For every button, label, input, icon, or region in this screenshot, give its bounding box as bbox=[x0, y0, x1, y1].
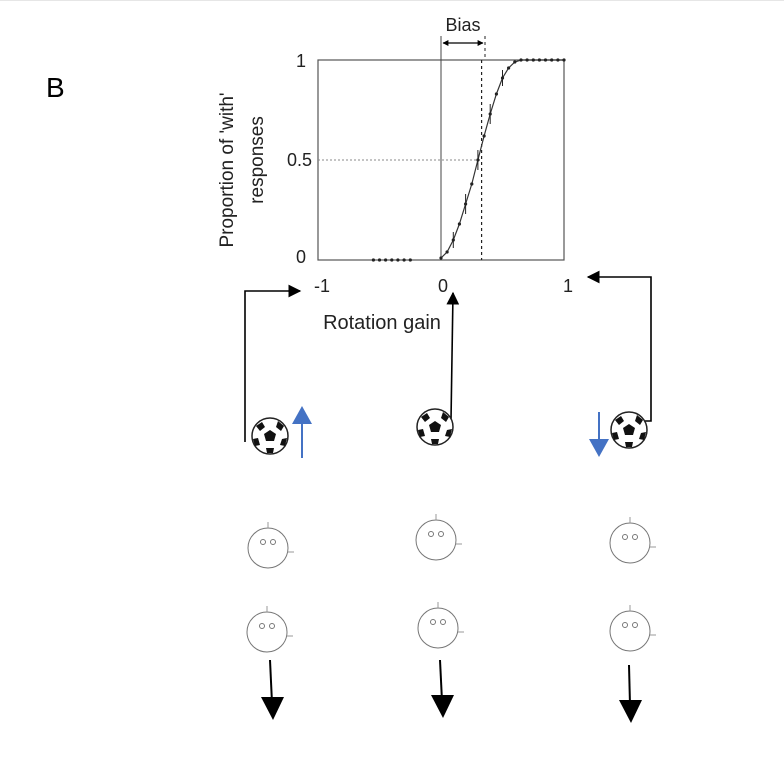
data-point bbox=[531, 58, 535, 62]
data-point bbox=[470, 182, 474, 186]
soccer-ball-icon bbox=[416, 408, 454, 446]
observer-motion-arrow bbox=[628, 664, 631, 706]
panel-label: B bbox=[46, 72, 65, 103]
observer-head-icon bbox=[609, 604, 657, 652]
y-tick-label: 0 bbox=[296, 247, 306, 267]
data-point bbox=[377, 258, 382, 262]
soccer-ball-icon bbox=[251, 417, 289, 455]
ball-up-arrowhead bbox=[292, 406, 312, 424]
data-point bbox=[519, 58, 523, 62]
data-point bbox=[445, 250, 449, 254]
psychometric-curve bbox=[440, 59, 564, 259]
data-point bbox=[396, 258, 400, 262]
ball-down-arrowhead bbox=[589, 439, 609, 457]
observer-head-icon bbox=[609, 516, 657, 564]
observer-motion-arrow bbox=[269, 659, 273, 704]
data-points bbox=[371, 58, 566, 262]
observer-motion-arrowhead bbox=[619, 700, 642, 723]
connector-arrow-middle bbox=[446, 291, 460, 421]
observer-head-icon bbox=[246, 605, 294, 653]
observer-motion-arrowhead bbox=[431, 695, 454, 718]
observer-head-icon bbox=[247, 521, 295, 569]
data-point bbox=[537, 58, 542, 62]
observer-motion-arrow bbox=[439, 659, 443, 702]
data-point bbox=[384, 258, 388, 262]
data-point bbox=[371, 258, 375, 262]
data-point bbox=[457, 222, 461, 226]
connector-arrow-right bbox=[586, 270, 652, 422]
data-point bbox=[525, 58, 529, 62]
curve-line bbox=[440, 59, 564, 259]
y-tick-label: 0.5 bbox=[287, 150, 312, 170]
observer-motion-arrowhead bbox=[261, 697, 284, 720]
data-point bbox=[402, 258, 406, 262]
data-point bbox=[550, 58, 554, 62]
data-point bbox=[556, 58, 560, 62]
x-axis-label: Rotation gain bbox=[323, 312, 441, 334]
x-tick-label: 0 bbox=[438, 276, 448, 296]
y-axis-label-line2: responses bbox=[247, 116, 268, 204]
data-point bbox=[513, 60, 517, 64]
x-tick-label: 1 bbox=[563, 276, 573, 296]
y-tick-label: 1 bbox=[296, 51, 306, 71]
data-point bbox=[439, 256, 443, 260]
data-point bbox=[408, 258, 412, 262]
x-tick-label: -1 bbox=[314, 276, 330, 296]
soccer-ball-icon bbox=[610, 411, 648, 449]
data-point bbox=[562, 58, 566, 62]
connector-arrow-left bbox=[244, 284, 302, 442]
data-point bbox=[543, 58, 548, 62]
data-point bbox=[390, 258, 394, 262]
observer-head-icon bbox=[415, 513, 463, 561]
error-bars bbox=[452, 70, 503, 248]
data-point bbox=[494, 92, 498, 96]
observer-head-icon bbox=[417, 601, 465, 649]
y-axis-label-line1: Proportion of 'with' bbox=[217, 92, 238, 247]
data-point bbox=[507, 66, 511, 70]
top-border bbox=[0, 0, 784, 1]
bias-label: Bias bbox=[445, 15, 480, 35]
data-point bbox=[482, 134, 486, 138]
